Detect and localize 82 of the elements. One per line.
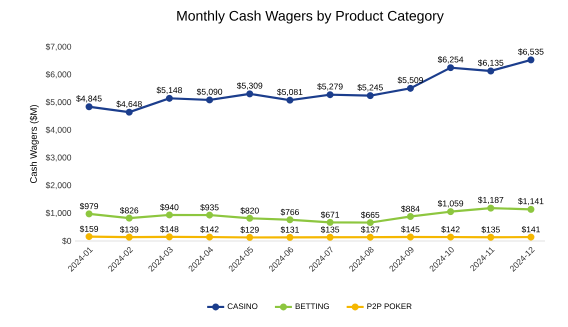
y-tick-label: $1,000 — [46, 210, 72, 217]
y-axis-title: Cash Wagers ($M) — [30, 105, 39, 184]
point — [527, 56, 534, 64]
data-label: $1,187 — [478, 196, 504, 204]
data-label: $766 — [280, 208, 299, 216]
point — [86, 103, 93, 110]
point — [206, 234, 214, 241]
y-tick-label: $4,000 — [46, 126, 72, 134]
data-label: $5,245 — [357, 84, 383, 92]
data-label: $5,279 — [317, 83, 343, 90]
data-label: $1,141 — [518, 198, 544, 206]
point — [86, 233, 93, 240]
data-label: $129 — [240, 226, 259, 234]
y-tick-label: $3,000 — [46, 154, 72, 162]
data-label: $5,509 — [398, 76, 423, 84]
point — [286, 216, 294, 224]
data-label: $884 — [401, 205, 420, 212]
data-label: $135 — [320, 226, 340, 234]
point — [487, 234, 494, 241]
data-label: $142 — [441, 226, 460, 233]
data-label: $142 — [200, 226, 219, 233]
point — [126, 108, 133, 116]
data-label: $5,090 — [196, 88, 222, 96]
data-label: $4,648 — [116, 100, 142, 108]
data-label: $6,254 — [438, 56, 464, 64]
data-label: $148 — [160, 226, 178, 233]
point — [286, 234, 294, 241]
point — [246, 90, 254, 98]
point — [166, 94, 173, 102]
point — [126, 234, 133, 241]
point — [326, 234, 334, 241]
point — [326, 218, 334, 226]
point — [86, 210, 93, 218]
data-label: $6,135 — [478, 59, 504, 67]
y-tick-label: $7,000 — [46, 43, 72, 51]
data-label: $5,081 — [277, 88, 302, 96]
point — [487, 67, 494, 74]
data-label: $826 — [120, 207, 138, 214]
data-label: $665 — [360, 212, 380, 218]
data-label: $1,059 — [438, 200, 464, 208]
data-label: $935 — [200, 204, 219, 211]
point — [447, 64, 454, 72]
point — [166, 211, 173, 218]
data-label: $5,309 — [236, 82, 262, 90]
data-label: $145 — [401, 226, 420, 233]
point — [487, 204, 494, 212]
data-label: $135 — [481, 226, 500, 234]
point — [206, 212, 214, 219]
chart-title: Monthly Cash Wagers by Product Category — [177, 10, 444, 24]
data-label: $141 — [522, 226, 540, 233]
y-tick-label: $0 — [62, 238, 72, 244]
point — [366, 234, 374, 241]
data-label: $159 — [80, 226, 98, 232]
point — [447, 234, 454, 241]
point — [366, 219, 374, 226]
data-label: $940 — [160, 204, 178, 211]
point — [406, 213, 414, 220]
data-label: $137 — [360, 226, 380, 234]
y-tick-label: $6,000 — [46, 71, 72, 78]
point — [447, 208, 454, 216]
point — [527, 206, 534, 213]
y-tick-label: $5,000 — [46, 98, 72, 106]
data-label: $979 — [80, 202, 98, 210]
data-label: $4,845 — [76, 95, 102, 103]
point — [206, 96, 214, 104]
point — [326, 91, 334, 98]
data-label: $671 — [320, 211, 340, 218]
point — [406, 84, 414, 92]
point — [166, 233, 173, 240]
y-tick-label: $2,000 — [46, 182, 72, 190]
point — [366, 92, 374, 100]
data-label: $131 — [280, 226, 299, 234]
data-label: $139 — [120, 226, 138, 233]
point — [246, 234, 254, 241]
data-label: $6,535 — [518, 48, 544, 56]
point — [126, 214, 133, 222]
point — [527, 234, 534, 241]
data-label: $820 — [240, 207, 259, 214]
data-label: $5,148 — [156, 86, 182, 94]
point — [286, 96, 294, 104]
point — [406, 233, 414, 240]
point — [246, 214, 254, 222]
